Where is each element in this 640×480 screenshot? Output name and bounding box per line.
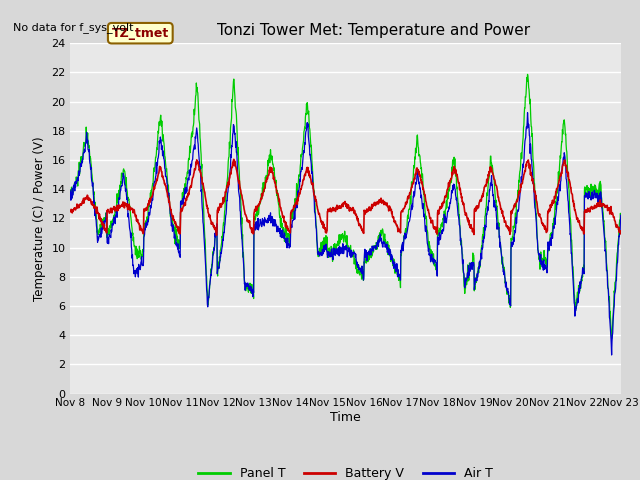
Legend: Panel T, Battery V, Air T: Panel T, Battery V, Air T <box>193 462 498 480</box>
Y-axis label: Temperature (C) / Power (V): Temperature (C) / Power (V) <box>33 136 45 300</box>
Text: TZ_tmet: TZ_tmet <box>112 27 169 40</box>
X-axis label: Time: Time <box>330 411 361 424</box>
Text: No data for f_sys_volt: No data for f_sys_volt <box>13 22 133 33</box>
Title: Tonzi Tower Met: Temperature and Power: Tonzi Tower Met: Temperature and Power <box>216 23 530 38</box>
